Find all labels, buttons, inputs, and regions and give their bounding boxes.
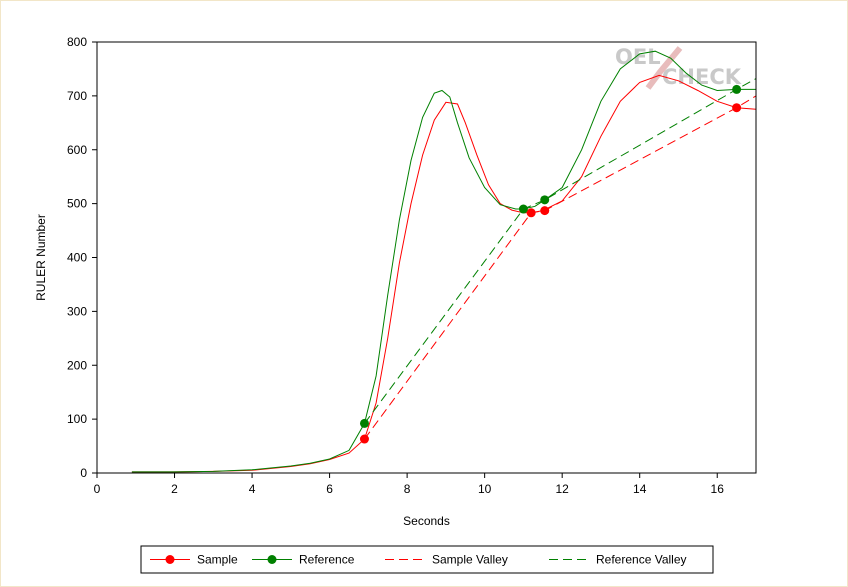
legend-marker — [267, 555, 277, 564]
watermark-line1: OEL — [615, 45, 661, 69]
y-tick-label: 200 — [67, 358, 87, 372]
legend-marker — [165, 555, 175, 564]
x-tick-label: 2 — [171, 482, 178, 496]
x-tick-label: 0 — [94, 482, 101, 496]
axis-layer: 0 2 4 6 8 10 12 14 16 0 100 200 300 400 500 600 700 800 — [67, 35, 724, 496]
y-tick-label: 600 — [67, 143, 87, 157]
y-axis-label: RULER Number — [34, 214, 48, 301]
series-line-reference — [131, 50, 756, 473]
data-point-reference — [359, 418, 369, 428]
data-point-sample — [526, 208, 536, 218]
legend: Sample Reference Sample Valley Reference Va… — [140, 545, 714, 574]
y-tick-label: 800 — [67, 35, 87, 49]
series-line-sample — [131, 74, 756, 473]
y-tick-label: 700 — [67, 89, 87, 103]
x-axis-label: Seconds — [403, 514, 450, 528]
data-point-sample — [359, 434, 369, 444]
series-layer — [131, 50, 756, 473]
plot-area-border — [96, 41, 757, 474]
data-point-reference — [540, 195, 550, 205]
series-line-sample-valley — [364, 95, 756, 440]
x-tick-label: 16 — [711, 482, 725, 496]
y-tick-label: 400 — [67, 251, 87, 265]
data-point-reference — [518, 204, 528, 214]
y-tick-label: 100 — [67, 412, 87, 426]
x-tick-label: 6 — [326, 482, 333, 496]
x-tick-label: 8 — [404, 482, 411, 496]
legend-label: Reference Valley — [596, 553, 687, 567]
legend-box — [140, 545, 714, 574]
legend-label: Reference — [299, 553, 355, 567]
x-tick-label: 12 — [555, 482, 569, 496]
x-tick-label: 4 — [249, 482, 256, 496]
x-tick-label: 10 — [478, 482, 492, 496]
data-point-sample — [540, 206, 550, 216]
y-tick-label: 500 — [67, 197, 87, 211]
data-point-sample — [732, 103, 742, 113]
watermark: OEL CHECK — [615, 45, 742, 90]
legend-label: Sample Valley — [432, 553, 508, 567]
series-line-reference-valley — [364, 78, 756, 424]
y-tick-label: 0 — [80, 466, 87, 480]
x-tick-label: 14 — [633, 482, 647, 496]
marker-layer — [359, 84, 742, 444]
watermark-check-icon — [645, 46, 683, 90]
data-point-reference — [732, 84, 742, 94]
legend-label: Sample — [197, 553, 238, 567]
y-tick-label: 300 — [67, 304, 87, 318]
